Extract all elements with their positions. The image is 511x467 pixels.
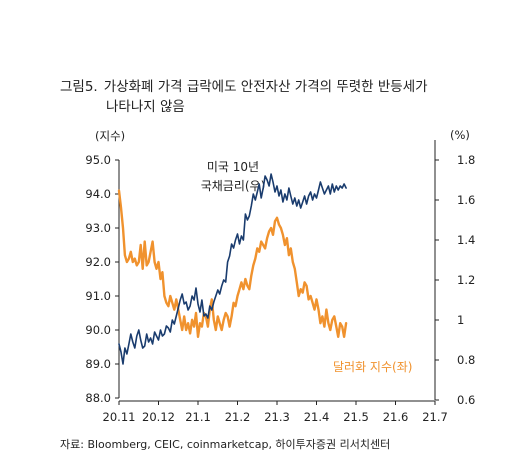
right-y-tick-label: 1.8 xyxy=(457,153,475,167)
right-y-tick-label: 0.8 xyxy=(457,353,475,367)
right-y-tick-label: 1 xyxy=(457,313,464,327)
chart-axes: 88.0 89.0 90.0 91.0 92.0 93.0 94.0 95.0 0.6 0.8 1 1… xyxy=(85,140,475,424)
title-line-1: 가상화폐 가격 급락에도 안전자산 가격의 뚜렷한 반등세가 xyxy=(103,79,428,95)
x-tick-label: 21.5 xyxy=(343,410,369,424)
right-axis-unit: (%) xyxy=(450,128,470,142)
x-tick-label: 21.3 xyxy=(264,410,290,424)
x-tick-label: 20.12 xyxy=(142,410,175,424)
chart-series xyxy=(117,173,348,365)
dollar-index-line xyxy=(117,189,348,338)
chart-title: 그림5. 가상화폐 가격 급락에도 안전자산 가격의 뚜렷한 반등세가 나타나지 … xyxy=(60,77,428,117)
left-y-tick-label: 88.0 xyxy=(85,391,111,405)
x-tick-label: 21.6 xyxy=(383,410,409,424)
x-tick-label: 21.1 xyxy=(185,410,211,424)
us10y-yield-line xyxy=(118,173,347,365)
left-y-tick-label: 91.0 xyxy=(85,289,111,303)
right-y-tick-label: 1.6 xyxy=(457,193,475,207)
left-y-tick-label: 89.0 xyxy=(85,357,111,371)
title-line-2: 나타나지 않음 xyxy=(106,99,185,115)
right-y-tick-label: 1.2 xyxy=(457,273,475,287)
x-tick-label: 21.4 xyxy=(304,410,330,424)
x-tick-label: 21.7 xyxy=(422,410,448,424)
source-note: 자료: Bloomberg, CEIC, coinmarketcap, 하이투자… xyxy=(60,438,391,451)
left-y-tick-label: 95.0 xyxy=(85,153,111,167)
x-tick-label: 21.2 xyxy=(225,410,251,424)
right-y-tick-label: 1.4 xyxy=(457,233,475,247)
dollar-series-annotation: 달러화 지수(좌) xyxy=(333,360,413,374)
left-axis-unit: (지수) xyxy=(95,129,126,143)
figure-number: 그림5. xyxy=(60,79,98,95)
rate-series-annotation: 미국 10년 국채금리(우) xyxy=(188,158,278,196)
left-y-tick-label: 94.0 xyxy=(85,187,111,201)
x-tick-label: 20.11 xyxy=(103,410,136,424)
right-y-tick-label: 0.6 xyxy=(457,393,475,407)
rate-annotation-line-1: 미국 10년 xyxy=(206,160,260,174)
left-y-tick-label: 93.0 xyxy=(85,221,111,235)
left-y-tick-label: 92.0 xyxy=(85,255,111,269)
left-y-tick-label: 90.0 xyxy=(85,323,111,337)
rate-annotation-line-2: 국채금리(우) xyxy=(200,179,266,193)
